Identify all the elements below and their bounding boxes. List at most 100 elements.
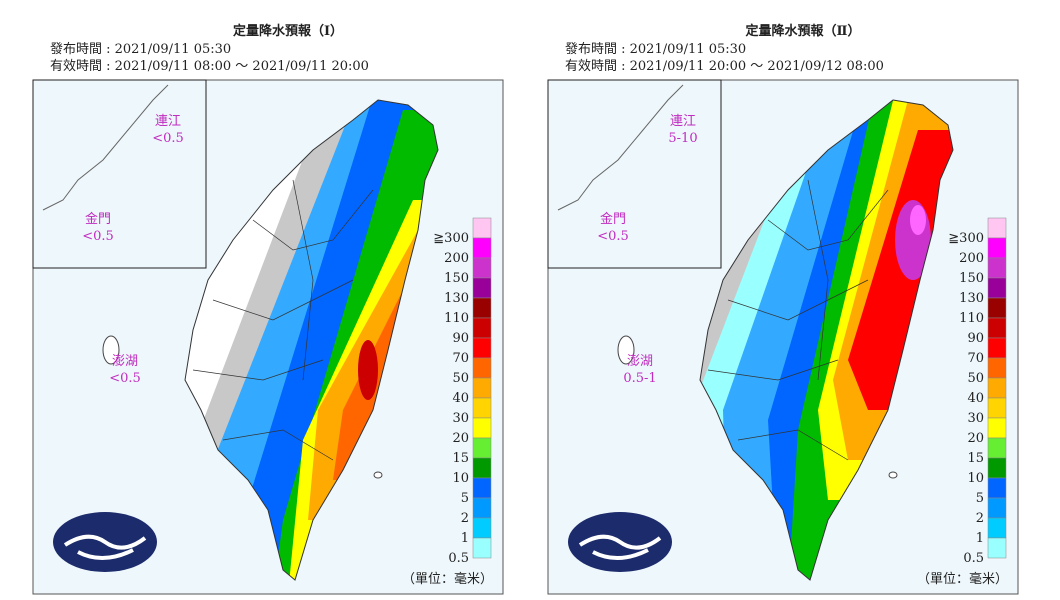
legend-label: 1 (461, 531, 469, 546)
legend-label: 0.5 (963, 551, 984, 566)
legend-swatch (987, 417, 1007, 439)
legend-swatch (987, 357, 1007, 379)
legend-swatch (987, 377, 1007, 399)
legend-label: 70 (967, 351, 984, 366)
title: 定量降水預報（Ⅰ） (232, 23, 343, 39)
island-amount: <0.5 (152, 131, 184, 146)
legend-swatch (987, 437, 1007, 459)
issue-time: 發布時間 : 2021/09/11 05:30 (50, 42, 231, 57)
legend-swatch (472, 517, 492, 539)
legend-label: 130 (444, 291, 469, 306)
legend-label: 15 (967, 451, 984, 466)
legend-label: 200 (444, 251, 469, 266)
unit-label: （單位：毫米） (917, 571, 1008, 587)
legend-label: 1 (976, 531, 984, 546)
legend-swatch (472, 217, 492, 239)
legend-label: 40 (967, 391, 984, 406)
legend-label: 90 (967, 331, 984, 346)
legend-label: 50 (967, 371, 984, 386)
island-amount: <0.5 (109, 371, 141, 386)
legend-swatch (472, 357, 492, 379)
legend-swatch (472, 337, 492, 359)
legend-swatch (472, 317, 492, 339)
legend-label: 130 (959, 291, 984, 306)
legend-label: 150 (444, 271, 469, 286)
inset-frame (547, 79, 722, 269)
legend-swatch (472, 377, 492, 399)
panel: 定量降水預報（Ⅰ）發布時間 : 2021/09/11 05:30 有效時間 : 2… (32, 23, 504, 595)
legend-swatch (472, 237, 492, 259)
valid-time: 有效時間 : 2021/09/11 20:00 ～ 2021/09/12 08:… (565, 59, 884, 74)
legend-label: 30 (452, 411, 469, 426)
legend-label: 10 (967, 471, 984, 486)
legend-swatch (472, 477, 492, 499)
island-amount: <0.5 (82, 229, 114, 244)
legend-swatch (987, 517, 1007, 539)
legend-label: 20 (452, 431, 469, 446)
legend-swatch (472, 397, 492, 419)
legend-swatch (987, 257, 1007, 279)
title: 定量降水預報（Ⅱ） (745, 23, 861, 39)
legend-swatch (472, 457, 492, 479)
unit-label: （單位：毫米） (402, 571, 493, 587)
legend-swatch (472, 257, 492, 279)
island-amount: 0.5-1 (623, 371, 656, 386)
legend-swatch (472, 497, 492, 519)
legend-swatch (472, 297, 492, 319)
legend-label: ≧300 (433, 231, 469, 246)
legend-swatch (987, 477, 1007, 499)
legend-label: 30 (967, 411, 984, 426)
legend-swatch (987, 537, 1007, 559)
legend-label: 110 (444, 311, 469, 326)
legend-label: 10 (452, 471, 469, 486)
legend-swatch (472, 417, 492, 439)
island-name: 澎湖 (627, 354, 653, 369)
legend-label: 15 (452, 451, 469, 466)
legend-label: 2 (976, 511, 984, 526)
legend-swatch (987, 337, 1007, 359)
island-name: 金門 (85, 211, 111, 227)
inset-coast (557, 84, 684, 211)
legend-swatch (987, 237, 1007, 259)
coastline (184, 99, 439, 581)
valid-time: 有效時間 : 2021/09/11 08:00 ～ 2021/09/11 20:… (50, 59, 369, 74)
legend-swatch (472, 537, 492, 559)
legend-swatch (987, 317, 1007, 339)
legend-swatch (472, 437, 492, 459)
legend-label: 5 (461, 491, 469, 506)
legend-swatch (987, 397, 1007, 419)
legend-label: 110 (959, 311, 984, 326)
legend-swatch (472, 277, 492, 299)
island-amount: 5-10 (668, 131, 697, 146)
legend-swatch (987, 217, 1007, 239)
legend-swatch (987, 497, 1007, 519)
legend-label: 200 (959, 251, 984, 266)
island-name: 金門 (600, 211, 626, 227)
coastline (699, 99, 954, 581)
legend-label: 40 (452, 391, 469, 406)
legend-label: 20 (967, 431, 984, 446)
island-amount: <0.5 (597, 229, 629, 244)
legend-label: 50 (452, 371, 469, 386)
legend-label: 70 (452, 351, 469, 366)
legend-label: 0.5 (448, 551, 469, 566)
legend-label: 2 (461, 511, 469, 526)
legend-label: 90 (452, 331, 469, 346)
logo-swirl (578, 534, 662, 560)
island-name: 澎湖 (112, 354, 138, 369)
island-name: 連江 (670, 114, 696, 129)
panel: 定量降水預報（Ⅱ） 發布時間 : 2021/09/11 05:30 有效時間 : 2… (547, 23, 1019, 595)
legend-label: ≧300 (948, 231, 984, 246)
island-name: 連江 (155, 114, 181, 129)
inset-frame (32, 79, 207, 269)
legend-swatch (987, 277, 1007, 299)
issue-time: 發布時間 : 2021/09/11 05:30 (565, 42, 746, 57)
legend-label: 5 (976, 491, 984, 506)
legend-swatch (987, 297, 1007, 319)
legend-swatch (987, 457, 1007, 479)
inset-coast (42, 84, 169, 211)
logo-swirl (63, 534, 147, 560)
legend-label: 150 (959, 271, 984, 286)
